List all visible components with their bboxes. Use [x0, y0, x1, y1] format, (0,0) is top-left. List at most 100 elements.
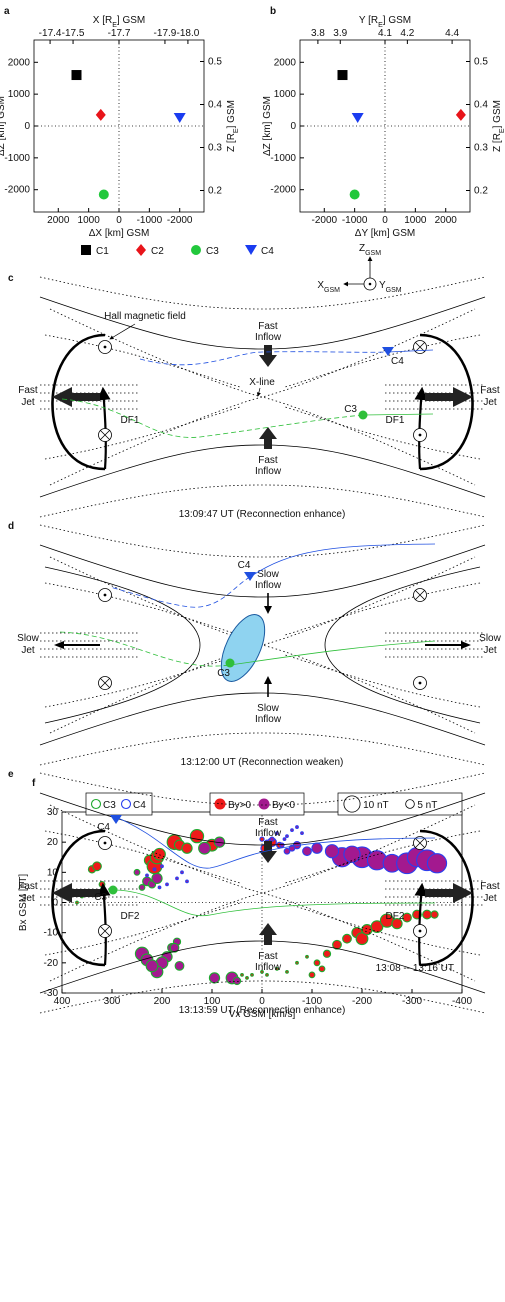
field-out-dot: [419, 434, 422, 437]
legend-label: 10 nT: [363, 800, 389, 811]
inflow-label: Inflow: [255, 466, 282, 477]
y2-tick-label: 0.4: [208, 100, 222, 111]
bubble: [199, 842, 211, 854]
x2-tick-label: 4.2: [400, 28, 414, 39]
annotation: 13:08 -- 13:16 UT: [376, 963, 454, 974]
legend-label: 5 nT: [417, 800, 437, 811]
y2-tick-label: 0.3: [474, 143, 488, 154]
x2-tick-label: -17.5: [62, 28, 85, 39]
x-axis-label: ΔX [km] GSM: [89, 228, 150, 239]
jet-label: Jet: [483, 893, 497, 904]
legend-label: C3: [206, 246, 219, 257]
jet-label: Fast: [480, 881, 500, 892]
panel-label: b: [270, 6, 276, 17]
c3-marker: [109, 886, 118, 895]
bubble: [246, 977, 249, 980]
field-out-dot: [104, 346, 107, 349]
legend-box: [338, 793, 462, 815]
bubble: [161, 865, 164, 868]
y-tick-label: -1000: [270, 153, 296, 164]
x-tick-label: -1000: [342, 215, 368, 226]
figure: a200010000-1000-2000-2000-1000010002000-…: [0, 0, 505, 1302]
y-tick-label: 0: [24, 121, 30, 132]
bubble: [182, 843, 192, 853]
bubble: [251, 974, 254, 977]
bubble: [154, 848, 166, 860]
marker-square: [338, 70, 348, 80]
spacecraft-label: C4: [238, 560, 251, 571]
x-axis-label: ΔY [km] GSM: [355, 228, 415, 239]
spacecraft-label: C3: [94, 892, 107, 903]
y-tick-label: 20: [47, 837, 59, 848]
triad-axis-sub: GSM: [365, 250, 381, 257]
x-tick-label: 1000: [404, 215, 427, 226]
y2-axis-label-part: Z [R: [226, 133, 237, 152]
y-tick-label: -2000: [4, 185, 30, 196]
panel-label: d: [8, 521, 14, 532]
bubble: [166, 883, 169, 886]
triad-axis-sub: GSM: [386, 287, 402, 294]
triad-axis-sub: GSM: [324, 287, 340, 294]
x-tick-label: -200: [352, 996, 372, 1007]
field-out-dot: [419, 682, 422, 685]
y-axis-label: ΔZ [km] GSM: [0, 96, 7, 156]
bubble: [190, 830, 203, 843]
spacecraft-label: C3: [344, 404, 357, 415]
y-tick-label: -2000: [270, 185, 296, 196]
annotation: Hall magnetic field: [104, 311, 186, 322]
x-tick-label: -1000: [137, 215, 163, 226]
x-tick-label: -400: [452, 996, 472, 1007]
jet-label: Fast: [18, 385, 38, 396]
y2-axis-label-part: Z [R: [492, 133, 503, 152]
x-tick-label: 1000: [78, 215, 101, 226]
bubble: [296, 961, 299, 964]
inflow-label: Inflow: [255, 828, 282, 839]
x-tick-label: 300: [104, 996, 121, 1007]
x-tick-label: -2000: [311, 215, 337, 226]
c3-marker: [359, 411, 368, 420]
c3-marker: [226, 659, 235, 668]
x-tick-label: 2000: [435, 215, 458, 226]
jet-label: Slow: [479, 633, 501, 644]
bubble: [283, 838, 286, 841]
y-tick-label: 0: [290, 121, 296, 132]
bubble: [343, 934, 352, 943]
x-tick-label: 2000: [47, 215, 70, 226]
bubble: [146, 960, 158, 972]
x2-tick-label: -17.4: [39, 28, 62, 39]
x2-axis-label-part: ] GSM: [117, 15, 145, 26]
bubble: [233, 977, 240, 984]
x-tick-label: -2000: [167, 215, 193, 226]
y2-tick-label: 0.4: [474, 100, 488, 111]
x2-tick-label: -17.9: [154, 28, 177, 39]
bubble: [153, 868, 156, 871]
spacecraft-label: C4: [391, 356, 404, 367]
bubble: [93, 862, 102, 871]
jet-label: Fast: [480, 385, 500, 396]
bubble: [284, 848, 290, 854]
y-tick-label: -20: [44, 958, 59, 969]
jet-label: Jet: [21, 397, 35, 408]
df-label: DF2: [386, 911, 405, 922]
bubble: [296, 826, 299, 829]
bubble: [291, 829, 294, 832]
bubble: [301, 832, 304, 835]
annotation: X-line: [249, 377, 275, 388]
y-axis-label: ΔZ [km] GSM: [262, 96, 273, 156]
df-label: DF1: [386, 415, 405, 426]
inflow-label: Inflow: [255, 580, 282, 591]
bubble: [427, 854, 446, 873]
spacecraft-label: C3: [217, 668, 230, 679]
x2-tick-label: 4.4: [445, 28, 459, 39]
bubble: [152, 873, 162, 883]
bubble: [312, 843, 322, 853]
bubble: [423, 910, 432, 919]
x2-axis-label-part: X [R: [93, 15, 112, 26]
bubble: [286, 835, 289, 838]
y2-axis-label-part: ] GSM: [226, 100, 237, 128]
legend-label: C4: [261, 246, 274, 257]
field-out-dot: [104, 842, 107, 845]
marker-circle: [350, 189, 360, 199]
bubble: [266, 974, 269, 977]
panel-label: e: [8, 769, 14, 780]
